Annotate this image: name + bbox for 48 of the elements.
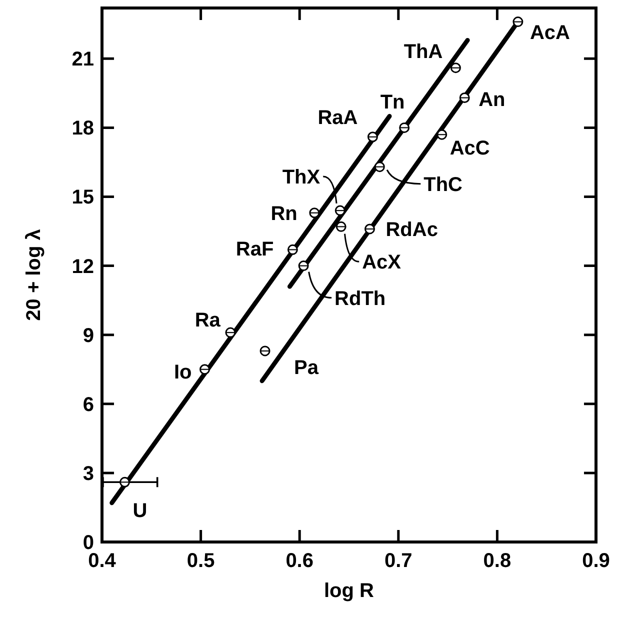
point	[309, 208, 320, 218]
y-tick-label: 18	[72, 118, 94, 140]
annotation: Ra	[194, 310, 222, 332]
point	[336, 221, 346, 232]
y-tick-label: 6	[82, 394, 94, 416]
y-axis-title: 20 + log λ	[23, 229, 45, 321]
y-tick-label: 15	[72, 186, 94, 209]
annotation: AcX	[362, 252, 402, 274]
annotation: Rn	[270, 202, 298, 225]
annotation: RdAc	[386, 218, 438, 241]
annotation: U	[132, 500, 148, 522]
annotation: Io	[174, 361, 192, 384]
point	[399, 122, 410, 133]
annotation: An	[478, 88, 506, 111]
x-tick-label: 0.8	[483, 550, 512, 572]
annotation: RaF	[236, 238, 274, 261]
point	[287, 244, 298, 255]
point	[450, 62, 461, 74]
point	[364, 224, 375, 234]
point	[260, 346, 270, 356]
annotation: RdTh	[334, 288, 386, 310]
point	[298, 260, 309, 272]
point	[512, 16, 524, 28]
annotation: AcC	[450, 138, 490, 160]
point	[334, 205, 346, 216]
point	[459, 92, 470, 104]
point	[374, 162, 385, 172]
annotation: RaA	[318, 106, 358, 129]
point	[436, 129, 448, 140]
annotation: Pa	[294, 356, 320, 379]
point	[119, 476, 130, 488]
annotation: AcA	[530, 22, 570, 44]
x-axis-title: log R	[324, 580, 375, 602]
x-tick-label: 0.9	[582, 550, 610, 572]
point	[225, 327, 236, 338]
point	[367, 132, 378, 142]
y-tick-label: 21	[72, 48, 94, 71]
annotation: Tn	[380, 92, 405, 114]
y-tick-label: 12	[72, 256, 94, 278]
x-tick-label: 0.6	[286, 550, 314, 572]
annotation: ThC	[424, 174, 463, 196]
annotation: ThX	[282, 166, 321, 189]
y-tick-label: 9	[82, 324, 94, 347]
annotation: ThA	[404, 40, 443, 63]
x-tick-label: 0.5	[186, 550, 215, 572]
x-tick-label: 0.7	[384, 550, 412, 572]
point	[200, 364, 210, 375]
y-tick-label: 3	[82, 462, 94, 485]
